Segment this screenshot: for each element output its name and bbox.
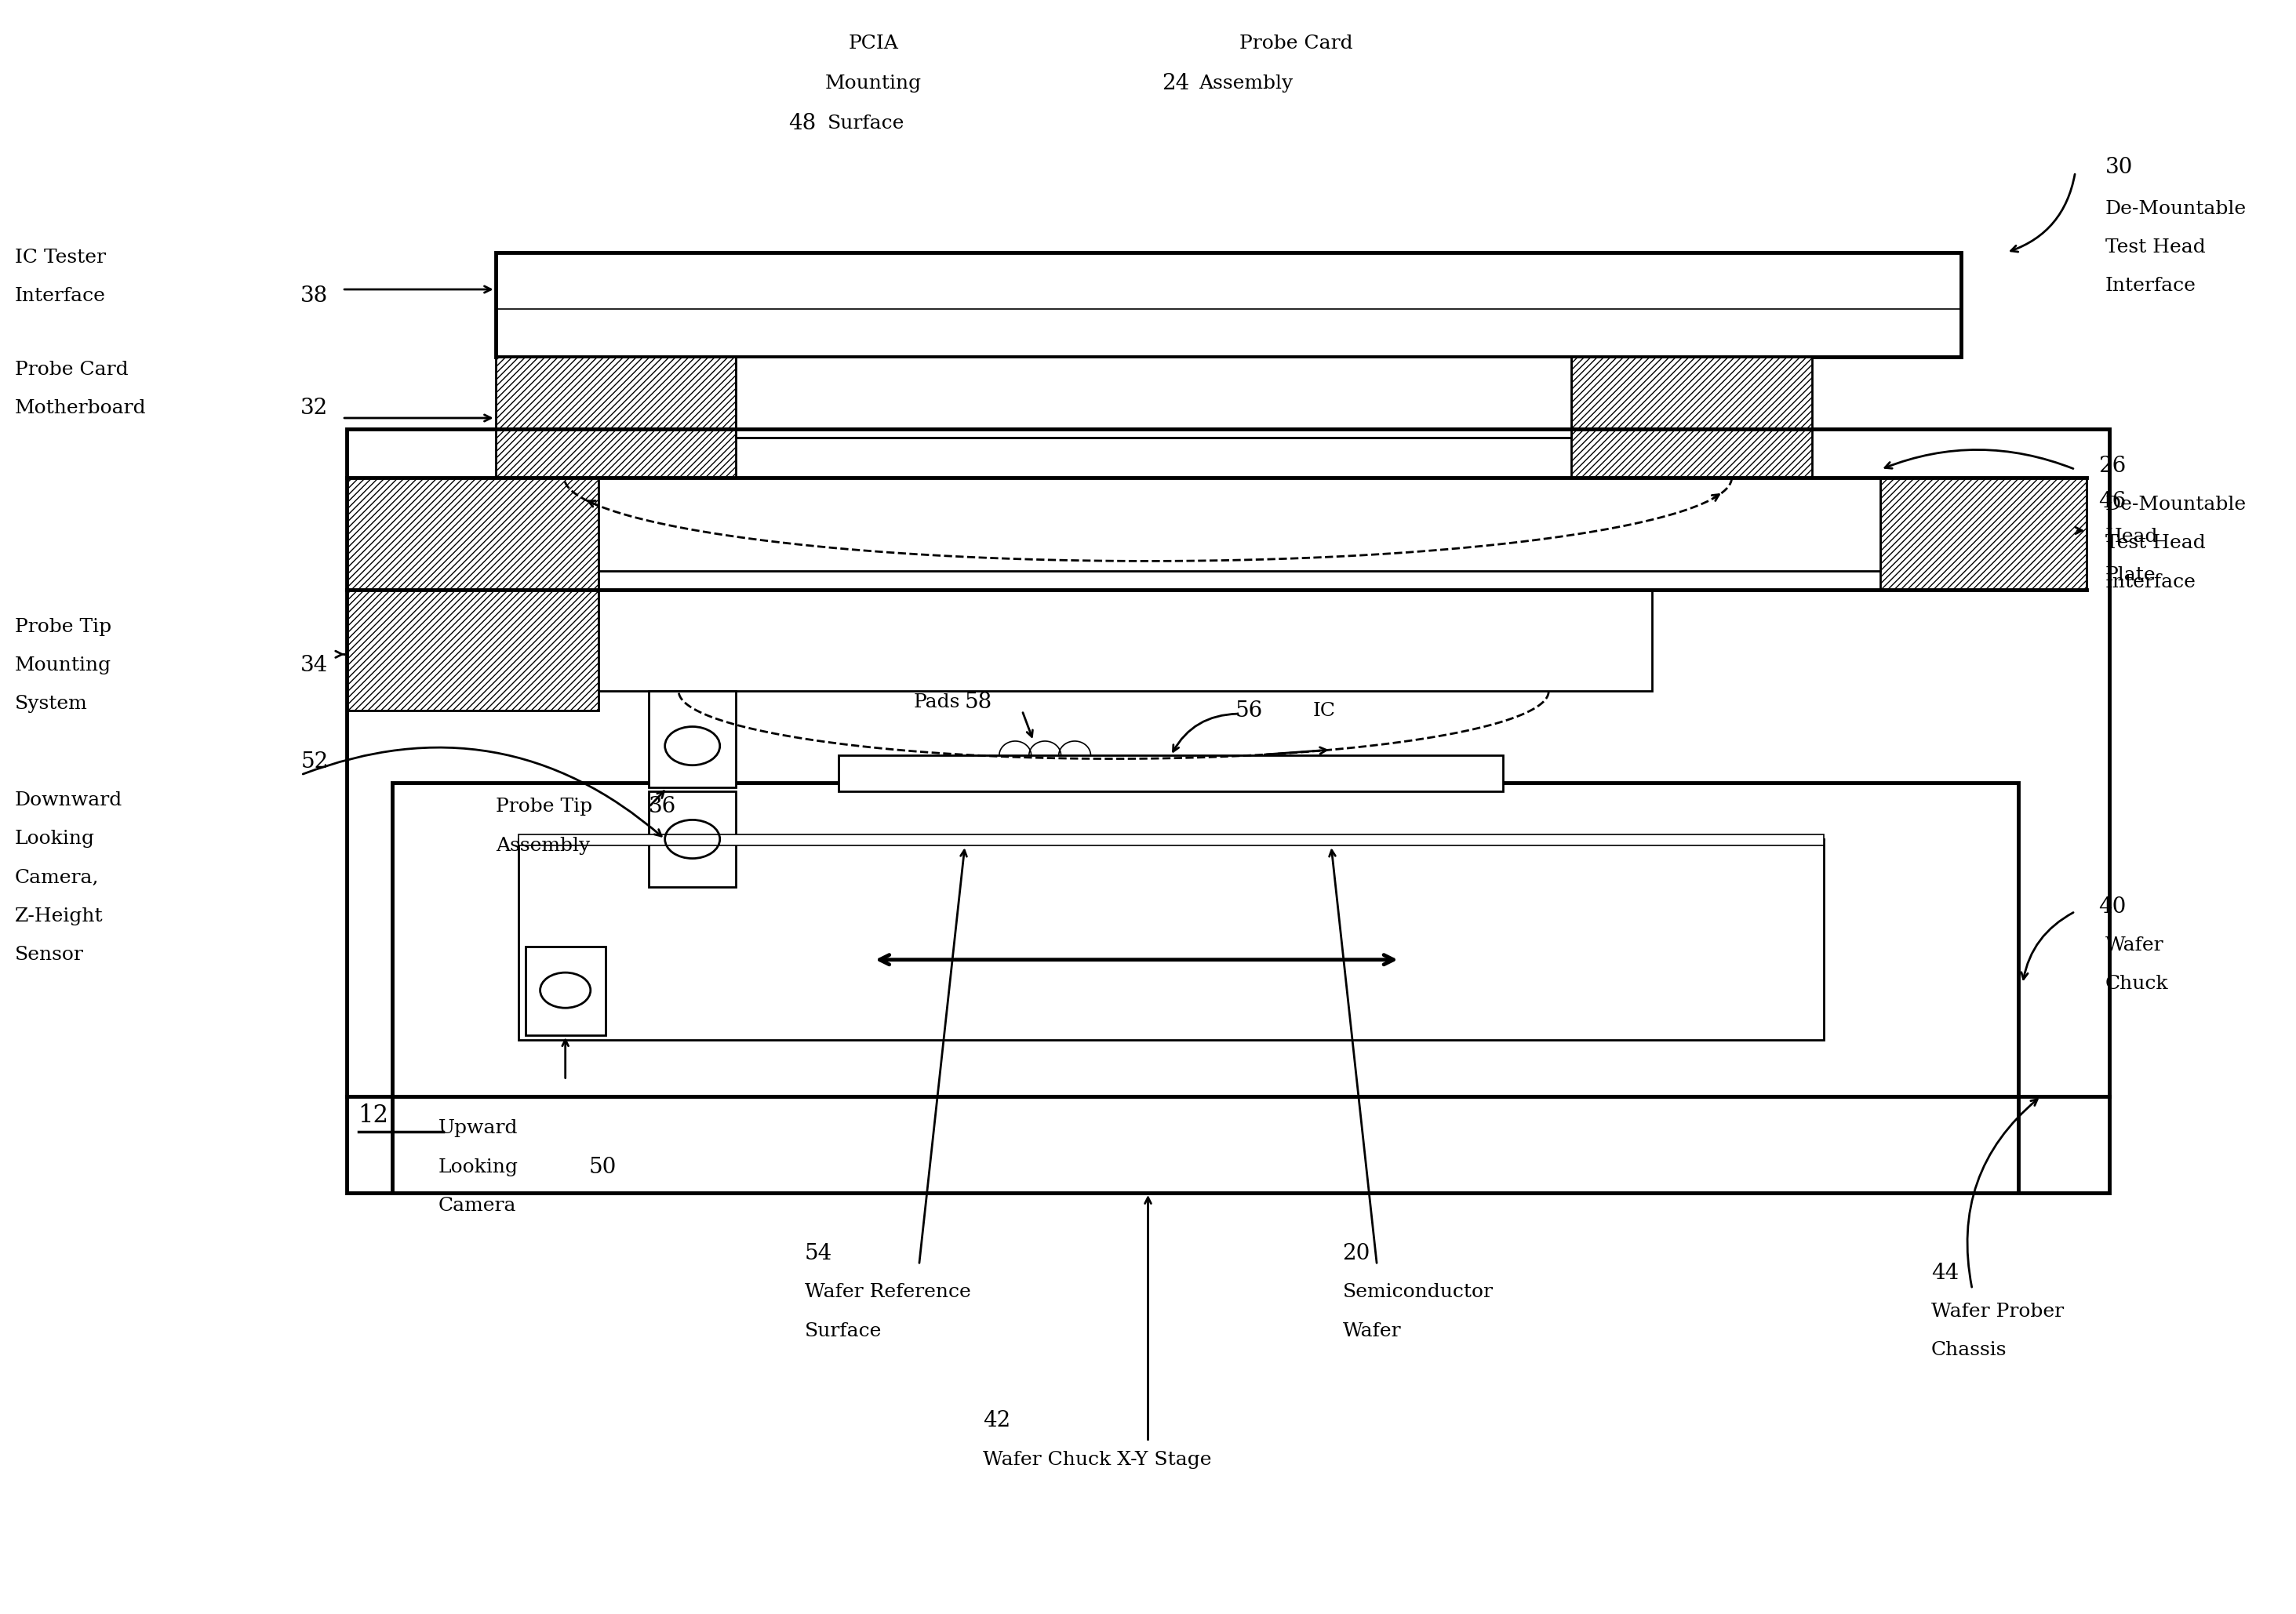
Text: Camera,: Camera, — [14, 868, 99, 886]
Text: Test Head: Test Head — [2105, 534, 2204, 552]
Text: 34: 34 — [301, 655, 328, 676]
Text: Looking: Looking — [14, 830, 94, 849]
Text: 42: 42 — [983, 1411, 1010, 1432]
Text: Mounting: Mounting — [824, 74, 921, 92]
Bar — [347, 478, 599, 591]
Text: 36: 36 — [650, 796, 677, 818]
Text: Probe Card: Probe Card — [1240, 34, 1352, 53]
Text: 12: 12 — [358, 1104, 388, 1128]
Bar — [526, 947, 606, 1035]
Text: 58: 58 — [964, 692, 992, 713]
Text: Wafer Prober: Wafer Prober — [1931, 1302, 2064, 1320]
Text: Assembly: Assembly — [496, 836, 590, 854]
Text: Motherboard: Motherboard — [14, 399, 147, 418]
Text: Wafer Reference: Wafer Reference — [804, 1283, 971, 1301]
Text: 46: 46 — [2099, 491, 2126, 512]
Text: Surface: Surface — [804, 1322, 882, 1340]
Bar — [737, 357, 1570, 437]
Text: 26: 26 — [2099, 455, 2126, 476]
Bar — [496, 252, 1961, 357]
Text: Downward: Downward — [14, 791, 122, 810]
Text: Probe Card: Probe Card — [14, 362, 129, 379]
Text: 24: 24 — [1162, 73, 1189, 94]
Text: Probe Tip: Probe Tip — [14, 618, 110, 636]
Text: Interface: Interface — [2105, 573, 2195, 591]
Bar — [650, 691, 737, 788]
Text: Probe Tip: Probe Tip — [496, 797, 592, 817]
Text: Semiconductor: Semiconductor — [1343, 1283, 1492, 1301]
Bar — [393, 783, 2018, 1096]
Text: PCIA: PCIA — [847, 34, 898, 53]
Text: Chuck: Chuck — [2105, 975, 2167, 993]
Text: 50: 50 — [590, 1157, 618, 1178]
Text: 52: 52 — [301, 752, 328, 773]
Text: Assembly: Assembly — [1199, 74, 1293, 92]
Text: 38: 38 — [301, 286, 328, 307]
Text: Wafer: Wafer — [1343, 1322, 1401, 1340]
Bar — [599, 478, 1880, 571]
Text: Wafer Chuck X-Y Stage: Wafer Chuck X-Y Stage — [983, 1451, 1212, 1469]
Bar — [599, 591, 1651, 691]
Text: Head: Head — [2105, 528, 2158, 546]
Bar — [519, 834, 1823, 846]
Bar — [347, 429, 2110, 1193]
Bar — [1570, 357, 1812, 478]
Text: Wafer: Wafer — [2105, 936, 2163, 954]
Text: De-Mountable: De-Mountable — [2105, 495, 2245, 513]
Text: 32: 32 — [301, 397, 328, 420]
Text: Sensor: Sensor — [14, 946, 83, 964]
Text: Looking: Looking — [439, 1159, 519, 1177]
Text: Chassis: Chassis — [1931, 1341, 2007, 1359]
Text: Z-Height: Z-Height — [14, 907, 103, 925]
Text: 48: 48 — [788, 113, 815, 134]
Text: 56: 56 — [1235, 700, 1263, 721]
Text: 20: 20 — [1343, 1243, 1371, 1264]
Text: Test Head: Test Head — [2105, 239, 2204, 257]
Bar — [347, 591, 599, 710]
Text: Camera: Camera — [439, 1196, 517, 1215]
Text: Interface: Interface — [14, 287, 106, 305]
Bar — [1880, 478, 2087, 591]
Text: IC: IC — [1313, 702, 1336, 720]
Text: De-Mountable: De-Mountable — [2105, 200, 2245, 218]
Bar — [838, 755, 1504, 791]
Bar — [393, 1096, 2018, 1193]
Text: Interface: Interface — [2105, 278, 2195, 295]
Text: 44: 44 — [1931, 1262, 1958, 1283]
Text: Plate: Plate — [2105, 567, 2156, 584]
Bar — [496, 357, 737, 478]
Text: Mounting: Mounting — [14, 657, 110, 675]
Text: 54: 54 — [804, 1243, 831, 1264]
Text: 30: 30 — [2105, 157, 2133, 178]
Text: System: System — [14, 696, 87, 713]
Text: Pads: Pads — [914, 694, 960, 712]
Text: IC Tester: IC Tester — [14, 249, 106, 266]
Text: Surface: Surface — [827, 115, 905, 132]
Text: Upward: Upward — [439, 1120, 519, 1138]
Text: 40: 40 — [2099, 896, 2126, 917]
Bar — [519, 839, 1823, 1039]
Bar — [650, 791, 737, 888]
